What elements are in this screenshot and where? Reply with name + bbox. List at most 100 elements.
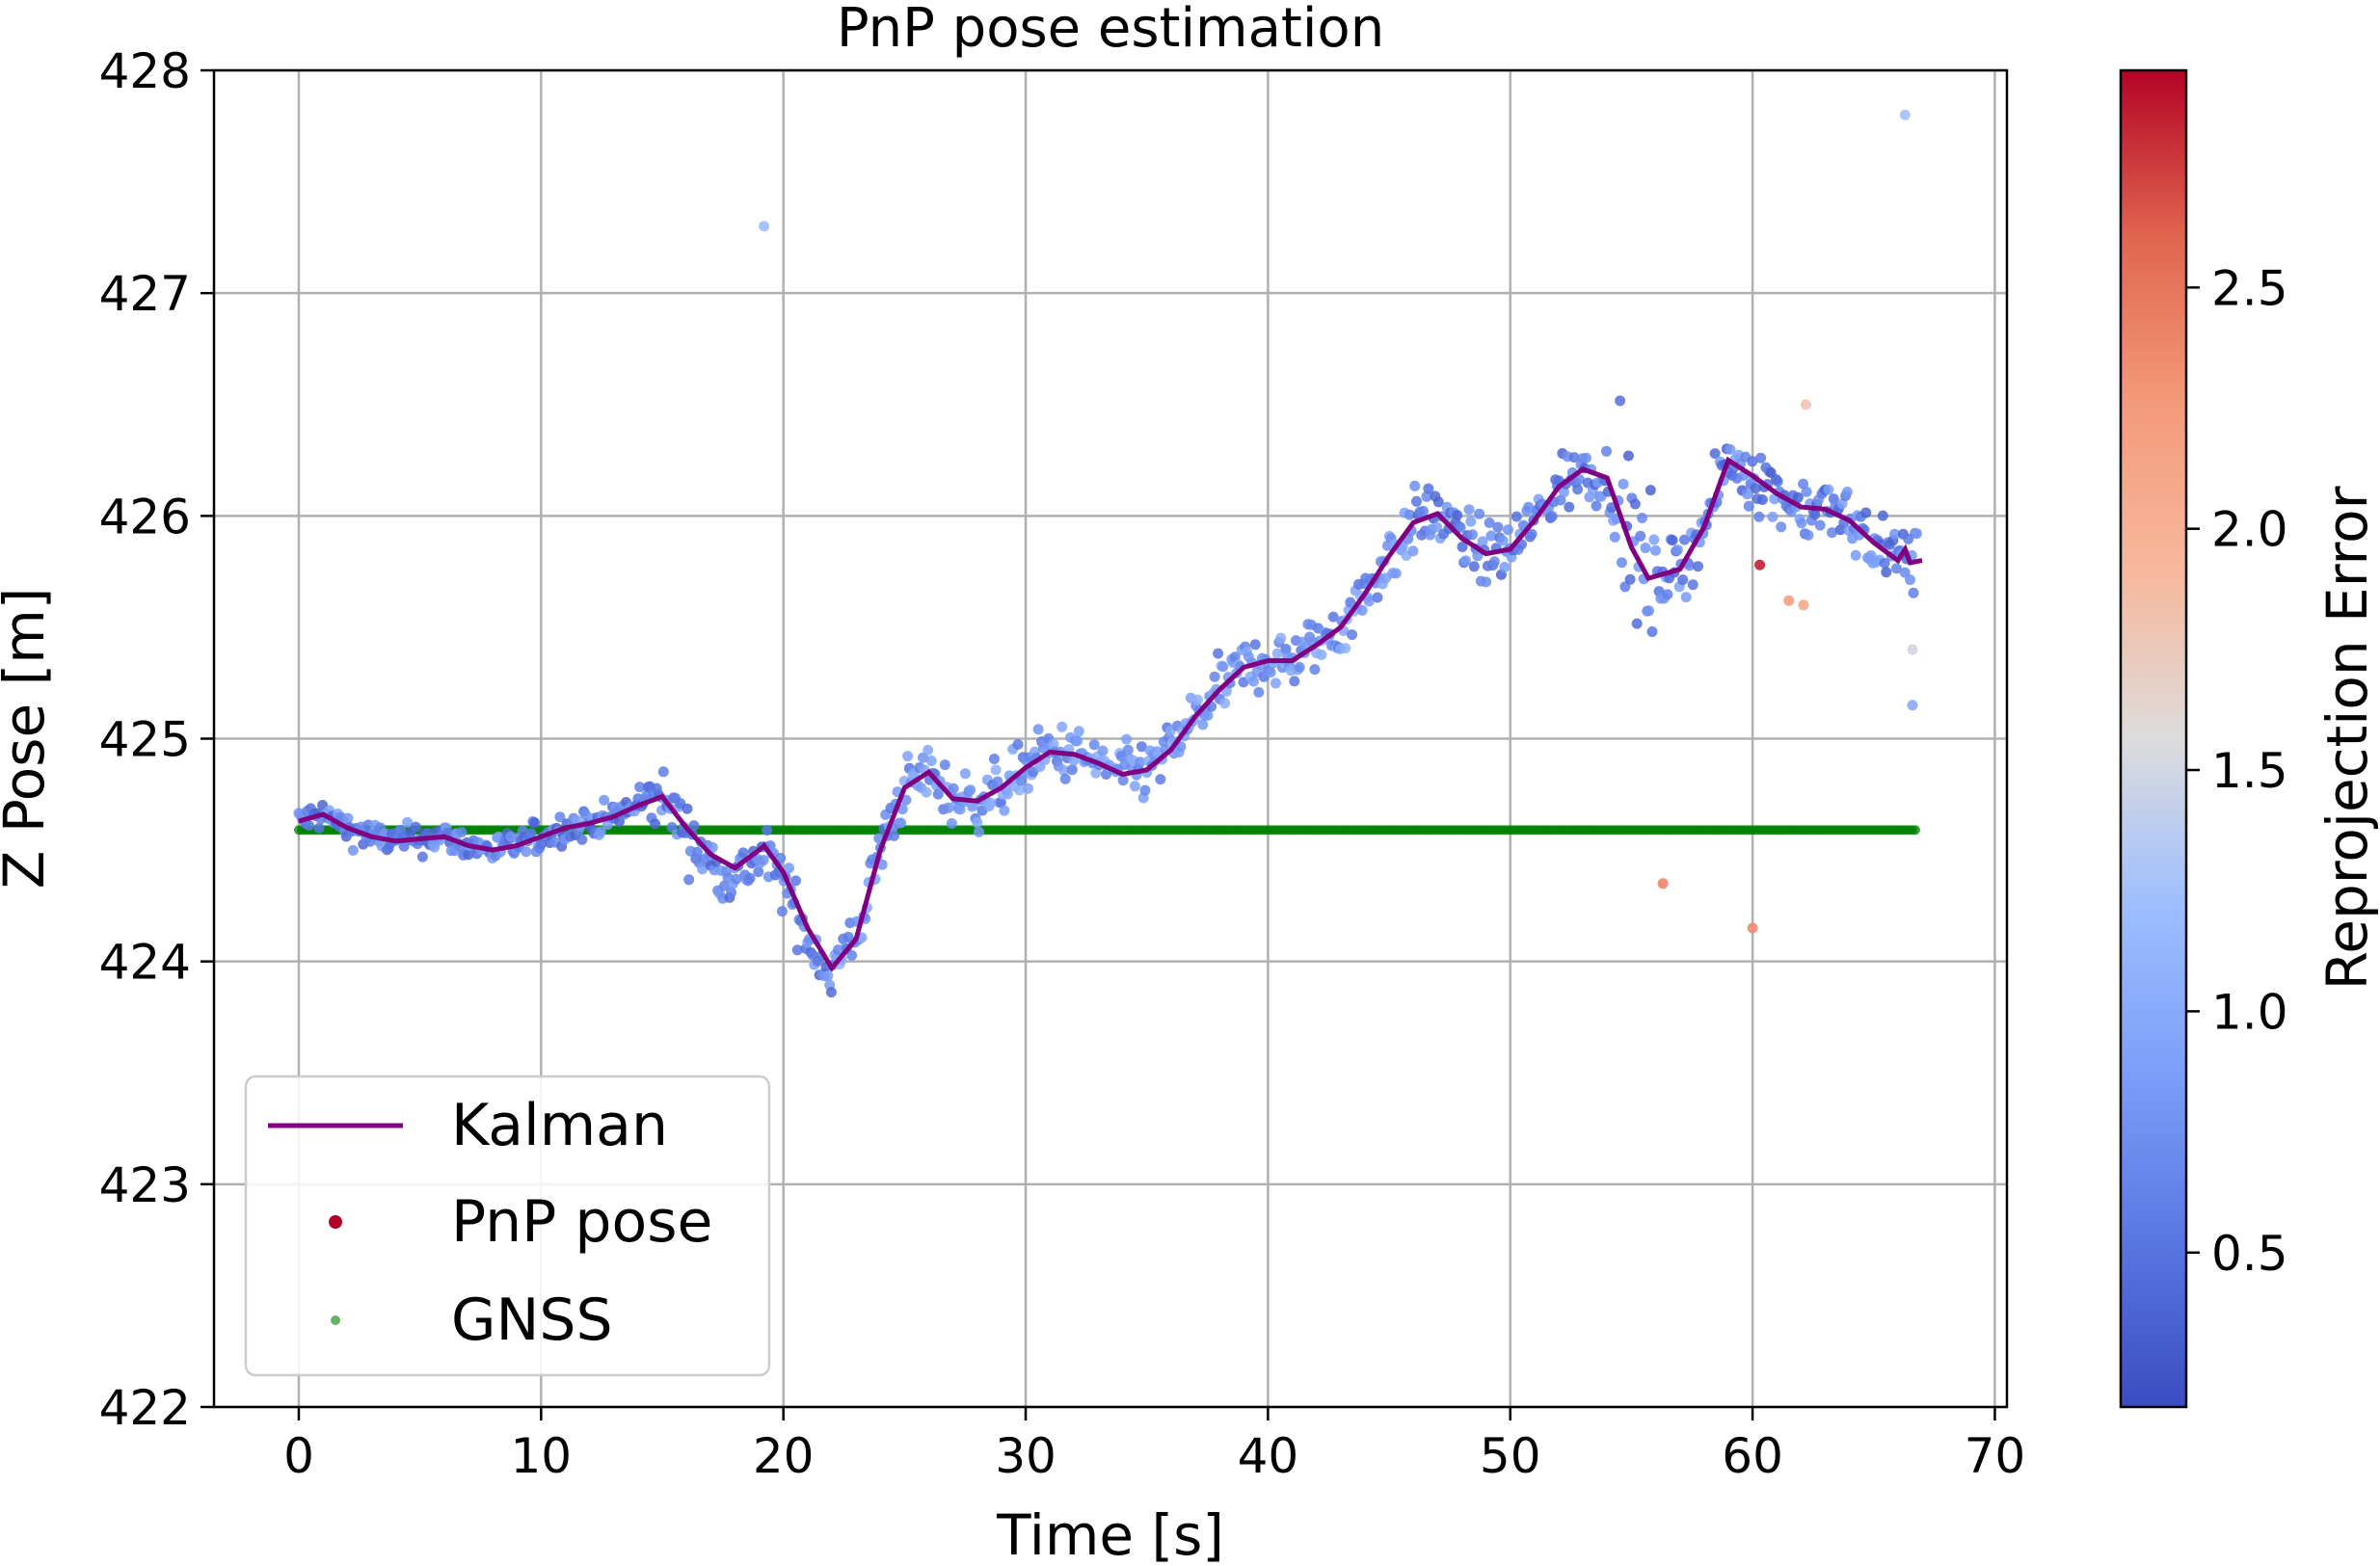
pnp-point [1423,483,1434,494]
pnp-point [1693,561,1703,572]
pnp-point [1725,443,1736,455]
pnp-outlier-point [1800,399,1811,411]
pnp-point [731,873,742,885]
x-tick-label: 30 [995,1428,1056,1484]
x-tick-label: 70 [1965,1428,2026,1484]
pnp-point [1122,744,1134,756]
pnp-point [1059,773,1071,784]
legend-pnp-label: PnP pose [451,1188,712,1256]
pnp-point [416,851,428,863]
pnp-point [657,766,669,778]
pnp-point [1499,562,1511,572]
pnp-point [992,776,1003,787]
pnp-point [737,847,749,859]
pnp-point [1801,486,1812,497]
pnp-outlier-point [1657,878,1669,889]
pnp-point [576,834,588,845]
gnss-point [1911,825,1920,836]
pnp-point [1615,395,1626,407]
pnp-point [599,794,610,806]
pnp-point [1747,456,1758,467]
pnp-outlier-point [1798,599,1809,611]
pnp-point [1068,755,1080,766]
pnp-point [1601,445,1612,457]
pnp-point [1905,574,1915,586]
pnp-point [719,880,731,891]
pnp-point [1363,596,1375,607]
pnp-point [921,786,932,798]
pnp-point [1209,671,1220,682]
pnp-point [959,768,971,780]
pnp-point [1750,483,1761,494]
pnp-point [762,825,773,836]
pnp-outlier-point [759,221,770,232]
pnp-point [1753,511,1765,522]
x-tick-label: 0 [283,1428,314,1484]
x-axis-ticks: 0 10 20 30 40 50 60 70 [283,1407,2025,1484]
pnp-point [1555,494,1566,506]
pnp-point [1860,507,1872,518]
pnp-point [1468,561,1480,572]
pnp-point [1877,510,1888,521]
pnp-point [1677,574,1689,586]
pnp-point [1591,500,1602,512]
pnp-point [995,797,1006,809]
pnp-point [1421,491,1432,502]
pnp-point [1503,524,1513,536]
pnp-point [825,987,837,998]
pnp-point [1023,783,1033,794]
pnp-point [1390,568,1402,579]
pnp-point [1809,509,1821,520]
pnp-point [1526,528,1538,540]
pnp-point [1048,738,1059,750]
pnp-point [1294,661,1305,673]
legend-kalman-label: Kalman [451,1092,668,1159]
pnp-point [304,820,314,831]
pnp-point [1289,676,1300,687]
pnp-point [1073,726,1084,737]
pnp-point [1002,788,1013,800]
pnp-point [896,804,908,815]
pnp-pose-series [293,109,1922,998]
colorbar-tick-label: 2.0 [2211,502,2288,558]
pnp-outlier-point [1907,700,1918,711]
pnp-point [1568,452,1580,464]
pnp-point [554,811,566,823]
pnp-point [1327,611,1339,623]
pnp-point [784,863,794,874]
pnp-point [1743,500,1754,512]
pnp-point [1192,694,1203,705]
pnp-point [688,820,700,832]
pnp-point [463,849,474,861]
pnp-point [1452,510,1463,521]
pnp-point [1564,501,1575,513]
x-tick-label: 40 [1238,1428,1299,1484]
pnp-point [1270,677,1281,689]
x-tick-label: 10 [511,1428,573,1484]
pnp-point [1841,486,1853,497]
pnp-point [1249,639,1261,650]
pnp-point [939,759,950,771]
pnp-point [614,816,625,827]
y-tick-label: 423 [99,1157,191,1213]
legend: Kalman PnP pose GNSS [244,1075,771,1377]
pnp-point [347,844,359,856]
pnp-point [889,830,899,841]
pnp-point [1058,764,1069,776]
pnp-point [1135,756,1146,768]
pnp-point [707,841,718,853]
pnp-point [1217,661,1229,673]
pnp-point [1646,626,1658,637]
pnp-point [1684,560,1696,571]
pnp-point [1662,589,1673,600]
pnp-outlier-point [1754,559,1766,571]
y-tick-label: 426 [99,489,191,544]
y-tick-label: 428 [99,43,191,99]
colorbar: 0.5 1.0 1.5 2.0 2.5 Reprojection Error [2119,68,2380,1409]
pnp-point [1431,521,1443,533]
pnp-point [1432,496,1444,508]
pnp-point [1792,491,1804,503]
pnp-point [456,827,468,838]
y-tick-label: 425 [99,712,191,768]
pnp-point [1680,592,1692,603]
